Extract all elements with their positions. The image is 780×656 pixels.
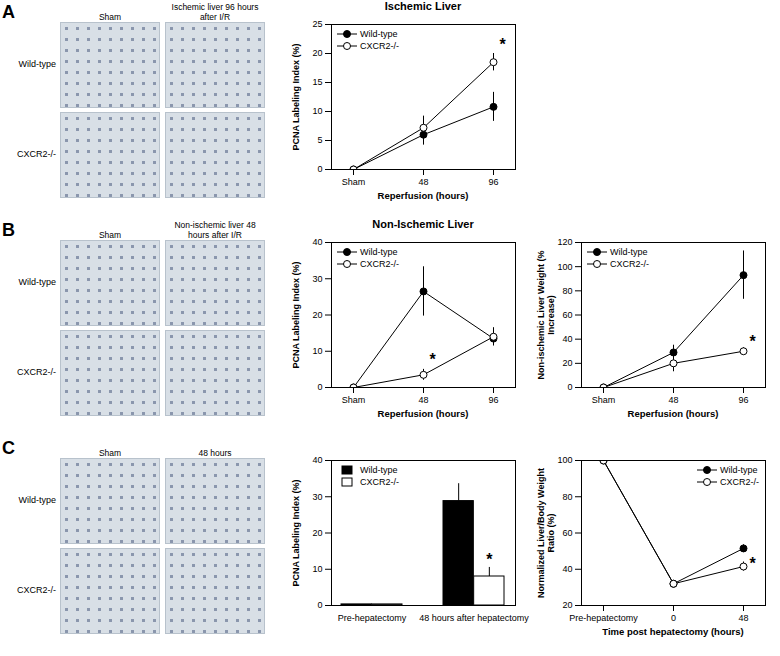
svg-text:20: 20 — [312, 528, 322, 538]
svg-text:Pre-hepatectomy: Pre-hepatectomy — [569, 613, 638, 623]
svg-text:100: 100 — [557, 455, 572, 465]
svg-text:*: * — [486, 551, 493, 568]
svg-text:0: 0 — [317, 600, 322, 610]
html-text:Wild-type: Wild-type — [18, 277, 56, 287]
html-text:CXCR2-/-: CXCR2-/- — [610, 259, 649, 269]
svg-text:96: 96 — [738, 395, 748, 405]
svg-text:48: 48 — [668, 395, 678, 405]
svg-text:*: * — [749, 555, 756, 572]
svg-text:*: * — [499, 36, 506, 53]
html-text:48 hours: 48 hours — [198, 448, 232, 458]
html-text:Non-Ischemic Liver: Non-Ischemic Liver — [372, 218, 474, 230]
svg-text:40: 40 — [562, 564, 572, 574]
svg-text:80: 80 — [562, 492, 572, 502]
html-text:Wild-type: Wild-type — [360, 29, 398, 39]
html-text:CXCR2-/-: CXCR2-/- — [360, 41, 399, 51]
svg-text:40: 40 — [562, 334, 572, 344]
html-text:Sham: Sham — [98, 12, 122, 22]
svg-text:10: 10 — [312, 346, 322, 356]
html-text:Wild-type: Wild-type — [18, 495, 56, 505]
html-text:CXCR2-/-: CXCR2-/- — [360, 477, 399, 487]
svg-text:Sham: Sham — [592, 395, 616, 405]
svg-text:48: 48 — [418, 177, 428, 187]
svg-text:96: 96 — [488, 177, 498, 187]
svg-text:30: 30 — [312, 492, 322, 502]
svg-text:20: 20 — [312, 48, 322, 58]
html-text:Non-ischemic Liver Weight (% I: Non-ischemic Liver Weight (% Increase) — [536, 250, 556, 379]
html-text:Time post hepatectomy (hours): Time post hepatectomy (hours) — [602, 626, 744, 637]
html-text:Wild-type: Wild-type — [18, 59, 56, 69]
html-text:PCNA Labeling Index (%): PCNA Labeling Index (%) — [291, 478, 301, 587]
html-text:PCNA Labeling Index (%): PCNA Labeling Index (%) — [291, 42, 301, 151]
svg-text:0: 0 — [317, 382, 322, 392]
svg-text:Sham: Sham — [342, 177, 366, 187]
svg-text:48: 48 — [738, 613, 748, 623]
svg-text:*: * — [429, 351, 436, 368]
svg-text:120: 120 — [557, 237, 572, 247]
html-text:CXCR2-/-: CXCR2-/- — [360, 259, 399, 269]
svg-text:20: 20 — [312, 310, 322, 320]
html-text:Sham: Sham — [98, 230, 122, 240]
svg-text:25: 25 — [312, 19, 322, 29]
html-text:C: C — [2, 438, 15, 458]
svg-text:0: 0 — [317, 164, 322, 174]
html-text:Reperfusion (hours): Reperfusion (hours) — [377, 190, 469, 201]
svg-text:40: 40 — [312, 455, 322, 465]
html-text:Reperfusion (hours): Reperfusion (hours) — [627, 408, 719, 419]
svg-text:0: 0 — [567, 382, 572, 392]
html-text:PCNA Labeling Index (%): PCNA Labeling Index (%) — [291, 260, 301, 369]
svg-text:0: 0 — [671, 613, 676, 623]
html-text:Normalized Liver/Body Weight R: Normalized Liver/Body Weight Ratio (%) — [536, 467, 556, 598]
html-text:CXCR2-/-: CXCR2-/- — [17, 585, 56, 595]
html-text:Wild-type: Wild-type — [360, 465, 398, 475]
svg-text:48 hours after hepatectomy: 48 hours after hepatectomy — [419, 613, 529, 623]
html-text:CXCR2-/-: CXCR2-/- — [720, 477, 759, 487]
html-text:Ischemic liver 96 hours after: Ischemic liver 96 hours after I/R — [171, 2, 259, 22]
svg-text:5: 5 — [317, 135, 322, 145]
svg-text:60: 60 — [562, 310, 572, 320]
svg-text:10: 10 — [312, 106, 322, 116]
html-text:Reperfusion (hours): Reperfusion (hours) — [377, 408, 469, 419]
html-text:Wild-type: Wild-type — [360, 247, 398, 257]
svg-text:96: 96 — [488, 395, 498, 405]
svg-text:15: 15 — [312, 77, 322, 87]
html-text:Wild-type: Wild-type — [720, 465, 758, 475]
svg-text:20: 20 — [562, 600, 572, 610]
html-text:B: B — [2, 220, 15, 240]
html-text:CXCR2-/-: CXCR2-/- — [17, 367, 56, 377]
html-text:CXCR2-/-: CXCR2-/- — [17, 149, 56, 159]
html-text:Sham: Sham — [98, 448, 122, 458]
html-text:A: A — [2, 2, 15, 22]
svg-text:40: 40 — [312, 237, 322, 247]
svg-text:Pre-hepatectomy: Pre-hepatectomy — [338, 613, 407, 623]
svg-text:60: 60 — [562, 528, 572, 538]
svg-text:80: 80 — [562, 286, 572, 296]
svg-text:48: 48 — [418, 395, 428, 405]
svg-text:Sham: Sham — [342, 395, 366, 405]
svg-text:10: 10 — [312, 564, 322, 574]
html-text:Ischemic Liver: Ischemic Liver — [384, 0, 462, 12]
html-text:Wild-type: Wild-type — [610, 247, 648, 257]
svg-text:100: 100 — [557, 262, 572, 272]
svg-text:30: 30 — [312, 274, 322, 284]
html-text:Non-ischemic liver 48 hours af: Non-ischemic liver 48 hours after I/R — [174, 220, 256, 240]
svg-text:20: 20 — [562, 358, 572, 368]
svg-text:*: * — [749, 333, 756, 350]
